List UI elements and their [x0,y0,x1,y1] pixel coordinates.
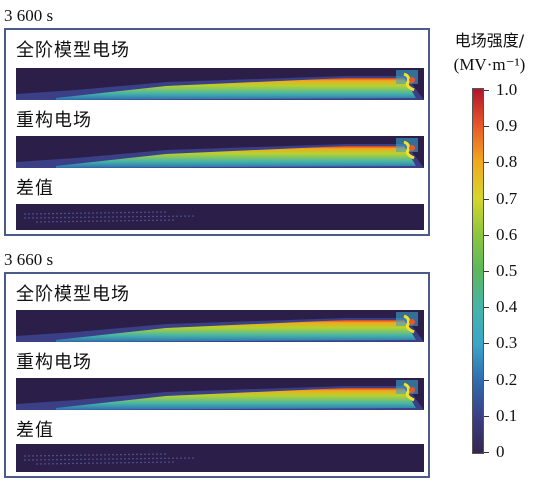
field-strip-full-order [16,68,424,100]
panel-3660s: 全阶模型电场 重构电场 差值 [4,272,430,478]
colorbar-tick-label: 0.9 [496,116,518,136]
colorbar-tick-mark [484,379,489,381]
colorbar-tick-mark [484,271,489,272]
row-label-reconstructed: 重构电场 [16,352,92,373]
colorbar-tick-label: 0.8 [496,152,518,172]
row-label-full-order: 全阶模型电场 [16,284,130,305]
colorbar-tick-mark [484,343,489,345]
field-strip-full-order [16,310,424,342]
field-strip-reconstructed [16,378,424,410]
row-label-reconstructed: 重构电场 [16,110,92,131]
colorbar-tick-mark [484,415,489,417]
row-label-full-order: 全阶模型电场 [16,40,130,61]
diff-plot [16,204,424,230]
row-label-difference: 差值 [16,178,54,199]
colorbar-tick-mark [484,198,489,200]
colorbar-tick-label: 1.0 [496,80,518,99]
colorbar-title: 电场强度/ [454,31,525,50]
row-label-difference: 差值 [16,420,54,441]
field-plot [16,310,424,342]
colorbar-tick-label: 0.5 [496,261,518,280]
colorbar-unit: (MV·m⁻¹) [453,55,526,74]
panel-3600s: 全阶模型电场 重构电场 [4,28,430,236]
colorbar-tick-label: 0.1 [496,405,518,425]
diff-plot [16,444,424,472]
colorbar-tick-mark [484,452,489,453]
field-plot [16,136,424,168]
time-label-2: 3 660 s [4,250,54,269]
colorbar [472,88,484,454]
time-label-1: 3 600 s [4,6,54,25]
colorbar-tick-label: 0.6 [496,224,518,244]
colorbar-tick-mark [484,90,489,91]
colorbar-tick-mark [484,162,489,164]
colorbar-tick-label: 0 [496,442,505,461]
field-strip-difference [16,444,424,472]
colorbar-tick-mark [484,126,489,128]
colorbar-tick-mark [484,307,489,309]
colorbar-tick-label: 0.2 [496,369,518,389]
field-strip-difference [16,204,424,230]
field-plot [16,68,424,100]
colorbar-tick-label: 0.3 [496,333,518,353]
colorbar-tick-label: 0.4 [496,297,518,317]
colorbar-tick-mark [484,234,489,236]
colorbar-tick-label: 0.7 [496,188,518,208]
field-strip-reconstructed [16,136,424,168]
field-plot [16,378,424,410]
